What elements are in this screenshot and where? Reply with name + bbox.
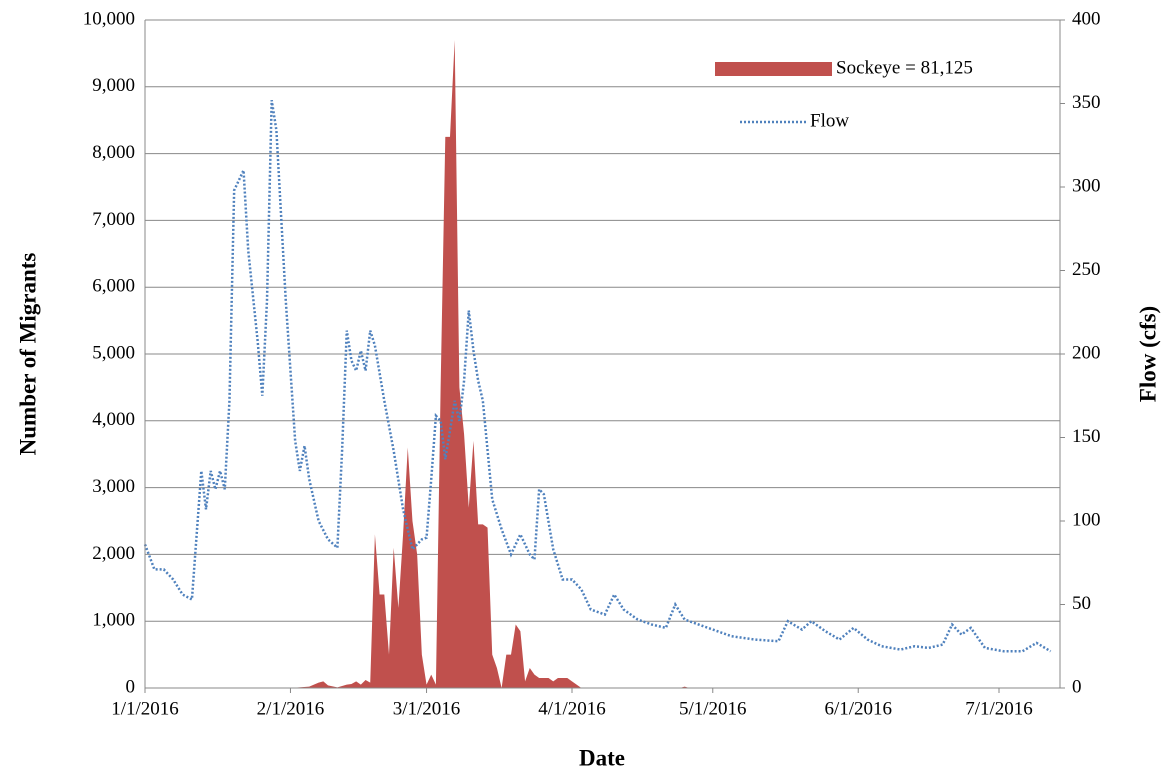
y-tick-label: 5,000 xyxy=(92,342,135,363)
x-tick-label: 1/1/2016 xyxy=(111,698,179,719)
y2-tick-label: 50 xyxy=(1072,593,1091,614)
y2-tick-label: 350 xyxy=(1072,92,1101,113)
y-tick-label: 4,000 xyxy=(92,409,135,430)
x-tick-label: 3/1/2016 xyxy=(393,698,461,719)
y2-tick-label: 0 xyxy=(1072,676,1082,697)
y-tick-label: 0 xyxy=(126,676,136,697)
y-axis-label: Number of Migrants xyxy=(15,253,40,456)
y2-tick-label: 250 xyxy=(1072,259,1101,280)
y-tick-label: 2,000 xyxy=(92,543,135,564)
x-tick-label: 5/1/2016 xyxy=(679,698,747,719)
x-tick-label: 2/1/2016 xyxy=(257,698,325,719)
y-tick-label: 3,000 xyxy=(92,476,135,497)
x-tick-label: 4/1/2016 xyxy=(538,698,606,719)
y2-tick-label: 400 xyxy=(1072,8,1101,29)
x-tick-label: 7/1/2016 xyxy=(965,698,1033,719)
area xyxy=(145,40,1060,689)
y-tick-label: 1,000 xyxy=(92,610,135,631)
y-tick-label: 8,000 xyxy=(92,142,135,163)
legend-label: Sockeye = 81,125 xyxy=(836,57,973,78)
y2-tick-label: 150 xyxy=(1072,426,1101,447)
y2-tick-label: 100 xyxy=(1072,509,1101,530)
y-tick-label: 10,000 xyxy=(83,8,135,29)
x-axis-label: Date xyxy=(579,745,625,770)
x-tick-label: 6/1/2016 xyxy=(824,698,892,719)
legend-swatch xyxy=(715,62,832,76)
legend-label: Flow xyxy=(810,110,849,131)
y-tick-label: 6,000 xyxy=(92,276,135,297)
y-tick-label: 7,000 xyxy=(92,209,135,230)
y2-tick-label: 200 xyxy=(1072,342,1101,363)
y2-tick-label: 300 xyxy=(1072,175,1101,196)
line xyxy=(143,99,1052,653)
y-tick-label: 9,000 xyxy=(92,75,135,96)
y2-axis-label: Flow (cfs) xyxy=(1135,306,1160,402)
